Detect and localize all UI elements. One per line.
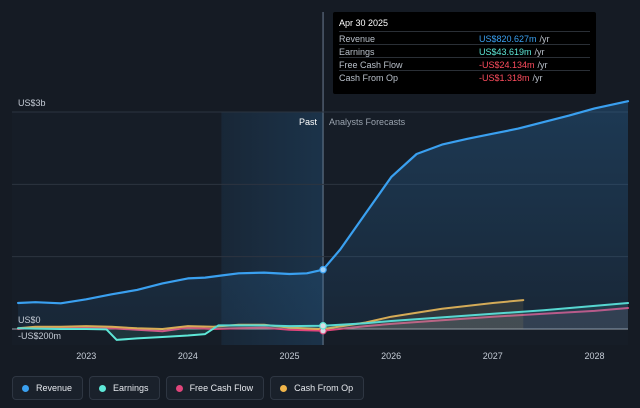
x-tick-label: 2024 — [178, 351, 198, 361]
y-tick-label: -US$200m — [18, 331, 61, 341]
tooltip-unit: /yr — [532, 73, 543, 83]
tooltip-unit: /yr — [537, 60, 548, 70]
legend-dot-icon — [22, 384, 29, 392]
legend-dot-icon — [99, 384, 107, 392]
legend-dot-icon — [280, 384, 288, 392]
marker-earnings — [319, 322, 327, 330]
x-tick-label: 2027 — [483, 351, 503, 361]
marker-revenue — [319, 265, 327, 274]
forecast-label: Analysts Forecasts — [329, 117, 406, 127]
tooltip-value: US$820.627m — [479, 34, 537, 44]
x-tick-label: 2025 — [279, 351, 299, 361]
x-tick-label: 2026 — [381, 351, 401, 361]
tooltip-row-earnings: Earnings US$43.619m/yr — [339, 44, 590, 58]
tooltip-label: Free Cash Flow — [339, 60, 403, 70]
tooltip-row-free-cash-flow: Free Cash Flow -US$24.134m/yr — [339, 57, 590, 71]
tooltip-unit: /yr — [539, 34, 550, 44]
series-area-revenue — [18, 101, 629, 329]
tooltip-label: Revenue — [339, 34, 376, 44]
legend-item-cash-from-op[interactable]: Cash From Op — [270, 376, 365, 400]
legend-label: Cash From Op — [294, 383, 354, 393]
legend-label: Revenue — [36, 383, 73, 393]
legend-label: Free Cash Flow — [189, 383, 254, 393]
tooltip-unit: /yr — [534, 47, 545, 57]
tooltip-row-cash-from-op: Cash From Op -US$1.318m/yr — [339, 70, 590, 84]
tooltip-row-revenue: Revenue US$820.627m/yr — [339, 31, 590, 45]
tooltip-value: -US$24.134m — [479, 60, 535, 70]
tooltip-label: Earnings — [339, 47, 375, 57]
tooltip-value: -US$1.318m — [479, 73, 530, 83]
tooltip-value: US$43.619m — [479, 47, 532, 57]
chart-legend: Revenue Earnings Free Cash Flow Cash Fro… — [12, 376, 365, 400]
data-tooltip: Apr 30 2025 Revenue US$820.627m/yr Earni… — [333, 12, 596, 94]
y-tick-label: US$0 — [18, 315, 41, 325]
x-tick-label: 2023 — [76, 351, 96, 361]
legend-item-revenue[interactable]: Revenue — [12, 376, 84, 400]
series-area-earnings — [18, 303, 629, 340]
legend-label: Earnings — [113, 383, 149, 393]
legend-dot-icon — [175, 384, 183, 392]
x-tick-label: 2028 — [584, 351, 604, 361]
tooltip-date: Apr 30 2025 — [339, 18, 389, 28]
chart: US$3b US$0 -US$200m 2023 2024 2025 2026 2027 202… — [12, 12, 630, 361]
y-tick-label: US$3b — [18, 98, 46, 108]
legend-item-free-cash-flow[interactable]: Free Cash Flow — [165, 376, 265, 400]
past-label: Past — [299, 117, 318, 127]
series-line-revenue — [17, 100, 630, 305]
legend-item-earnings[interactable]: Earnings — [89, 376, 160, 400]
tooltip-label: Cash From Op — [339, 73, 399, 83]
